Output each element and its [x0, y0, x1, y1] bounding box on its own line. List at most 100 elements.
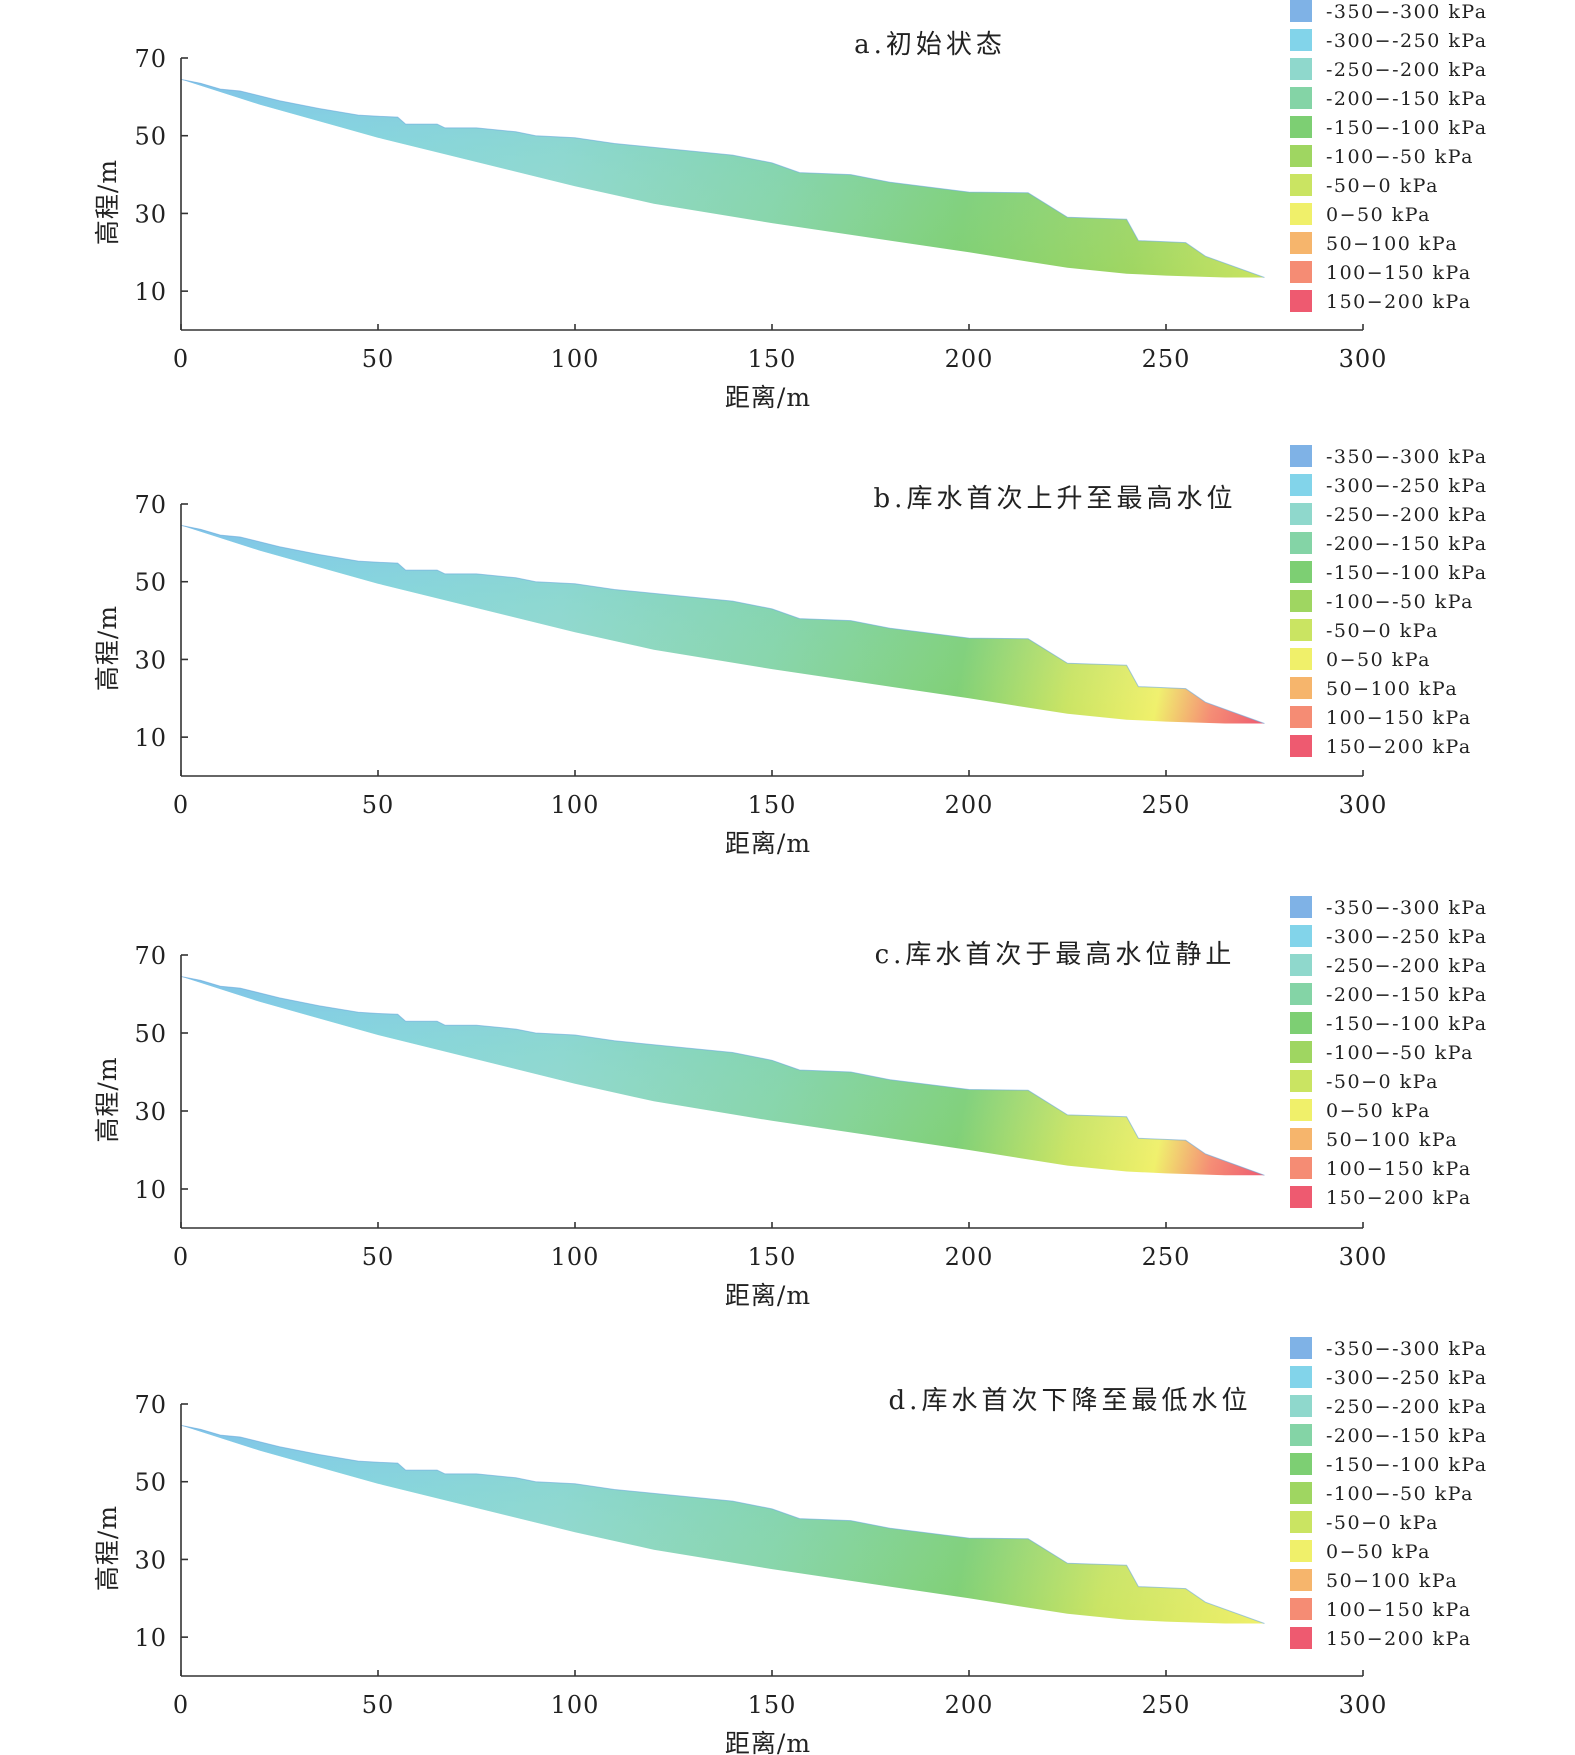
slope-surface-line: [180, 524, 1265, 724]
legend-label: -300−-250 kPa: [1326, 475, 1488, 497]
y-tick-label: 30: [134, 646, 167, 674]
legend-label: 150−200 kPa: [1326, 736, 1472, 758]
y-tick-label: 50: [134, 1469, 167, 1497]
x-tick-label: 150: [748, 1691, 797, 1719]
legend-label: -150−-100 kPa: [1326, 1454, 1488, 1476]
legend-label: 150−200 kPa: [1326, 1628, 1472, 1650]
slope-surface-tint: [181, 976, 1265, 1176]
x-tick-label: 0: [173, 345, 189, 373]
y-tick-label: 50: [134, 569, 167, 597]
y-tick-label: 30: [134, 1546, 167, 1574]
legend-swatch: [1290, 145, 1312, 167]
legend-label: -50−0 kPa: [1326, 620, 1439, 642]
legend-label: -100−-50 kPa: [1326, 591, 1474, 613]
x-tick-label: 150: [748, 1243, 797, 1271]
legend-label: -300−-250 kPa: [1326, 1367, 1488, 1389]
x-tick-label: 200: [945, 345, 994, 373]
legend-label: 50−100 kPa: [1326, 678, 1458, 700]
x-tick-label: 300: [1339, 345, 1388, 373]
legend-swatch: [1290, 1482, 1312, 1504]
legend-label: -100−-50 kPa: [1326, 146, 1474, 168]
x-tick-label: 50: [362, 345, 395, 373]
legend-label: 100−150 kPa: [1326, 707, 1472, 729]
x-tick-label: 250: [1142, 1691, 1191, 1719]
legend-swatch: [1290, 29, 1312, 51]
legend-swatch: [1290, 1128, 1312, 1150]
legend-label: 150−200 kPa: [1326, 1187, 1472, 1209]
y-tick-label: 50: [134, 123, 167, 151]
legend-swatch: [1290, 619, 1312, 641]
x-tick-label: 200: [945, 1691, 994, 1719]
slope-surface-line: [180, 976, 1265, 1176]
legend-label: -200−-150 kPa: [1326, 88, 1488, 110]
legend: -350−-300 kPa -300−-250 kPa -250−-200 kPa -…: [1290, 0, 1488, 313]
legend-label: -250−-200 kPa: [1326, 955, 1488, 977]
legend-swatch: [1290, 954, 1312, 976]
legend-swatch: [1290, 925, 1312, 947]
slope-surface-line: [180, 78, 1265, 278]
legend-swatch: [1290, 474, 1312, 496]
legend-label: -200−-150 kPa: [1326, 984, 1488, 1006]
y-tick-label: 70: [134, 45, 167, 73]
legend-swatch: [1290, 561, 1312, 583]
y-tick-label: 30: [134, 200, 167, 228]
x-tick-label: 0: [173, 1243, 189, 1271]
legend-label: -250−-200 kPa: [1326, 59, 1488, 81]
legend-label: 50−100 kPa: [1326, 233, 1458, 255]
legend-swatch: [1290, 203, 1312, 225]
x-tick-label: 200: [945, 791, 994, 819]
x-tick-label: 250: [1142, 345, 1191, 373]
legend-swatch: [1290, 1540, 1312, 1562]
x-tick-label: 100: [551, 791, 600, 819]
legend-swatch: [1290, 1395, 1312, 1417]
x-tick-label: 300: [1339, 791, 1388, 819]
y-tick-label: 30: [134, 1098, 167, 1126]
x-tick-label: 0: [173, 791, 189, 819]
x-axis-title: 距离/m: [725, 383, 811, 412]
x-tick-label: 50: [362, 791, 395, 819]
legend-swatch: [1290, 87, 1312, 109]
x-tick-label: 300: [1339, 1243, 1388, 1271]
x-tick-label: 50: [362, 1243, 395, 1271]
slope-surface-line: [180, 1424, 1265, 1624]
legend-label: -150−-100 kPa: [1326, 562, 1488, 584]
slope-surface-tint: [181, 525, 1265, 724]
panel-title: a.初始状态: [854, 30, 1006, 60]
legend-swatch: [1290, 706, 1312, 728]
legend-swatch: [1290, 1569, 1312, 1591]
panel-title: b.库水首次上升至最高水位: [874, 484, 1237, 514]
y-axis-title: 高程/m: [93, 605, 122, 691]
chart-panel-b: 0 50 100 150 200 250 300 10 30 50 70 距离/m 高程/m b.库水首次…: [93, 445, 1488, 858]
y-tick-label: 70: [134, 942, 167, 970]
chart-panel-c: 0 50 100 150 200 250 300 10 30 50 70 距离/m 高程/m c.库水首次…: [93, 896, 1488, 1310]
slope-surface-tint: [181, 1425, 1265, 1624]
legend-swatch: [1290, 1627, 1312, 1649]
legend-swatch: [1290, 445, 1312, 467]
legend-label: 100−150 kPa: [1326, 262, 1472, 284]
legend-swatch: [1290, 983, 1312, 1005]
x-tick-label: 150: [748, 791, 797, 819]
x-tick-label: 300: [1339, 1691, 1388, 1719]
legend-swatch: [1290, 116, 1312, 138]
legend-label: -150−-100 kPa: [1326, 1013, 1488, 1035]
legend: -350−-300 kPa -300−-250 kPa -250−-200 kPa -…: [1290, 896, 1488, 1209]
legend-swatch: [1290, 1070, 1312, 1092]
legend-swatch: [1290, 290, 1312, 312]
panel-title: c.库水首次于最高水位静止: [875, 940, 1236, 970]
legend-label: -50−0 kPa: [1326, 1512, 1439, 1534]
x-tick-label: 200: [945, 1243, 994, 1271]
legend-swatch: [1290, 1012, 1312, 1034]
legend-swatch: [1290, 232, 1312, 254]
legend-label: -250−-200 kPa: [1326, 1396, 1488, 1418]
legend-label: -150−-100 kPa: [1326, 117, 1488, 139]
legend-label: -300−-250 kPa: [1326, 30, 1488, 52]
x-tick-label: 50: [362, 1691, 395, 1719]
legend-label: 0−50 kPa: [1326, 204, 1431, 226]
legend-label: -350−-300 kPa: [1326, 446, 1488, 468]
legend-swatch: [1290, 677, 1312, 699]
legend-swatch: [1290, 896, 1312, 918]
y-tick-label: 10: [134, 1624, 167, 1652]
x-tick-label: 250: [1142, 791, 1191, 819]
legend-swatch: [1290, 735, 1312, 757]
